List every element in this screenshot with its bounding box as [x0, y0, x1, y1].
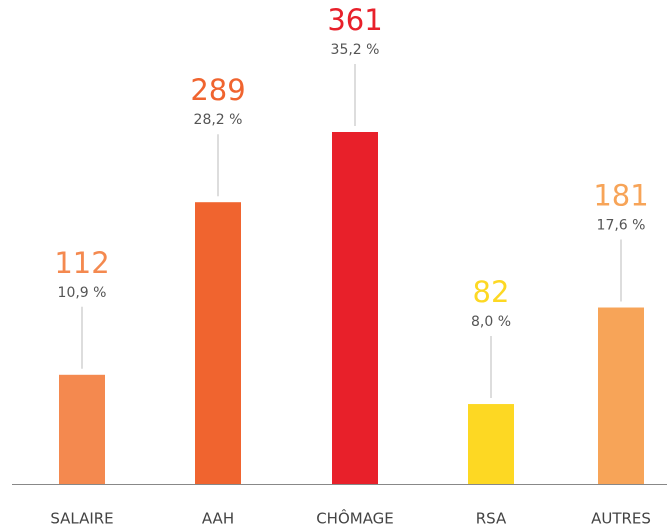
category-label: AUTRES	[591, 510, 651, 528]
value-label: 112	[54, 246, 109, 280]
share-label: 10,9 %	[58, 285, 107, 301]
bar	[195, 202, 241, 484]
bar	[598, 307, 644, 484]
category-label: SALAIRE	[50, 510, 113, 528]
bar	[59, 374, 105, 484]
share-label: 28,2 %	[194, 112, 243, 128]
value-label: 82	[473, 275, 510, 309]
bar	[468, 404, 514, 484]
share-label: 8,0 %	[471, 314, 511, 330]
value-label: 181	[593, 179, 648, 213]
value-label: 289	[190, 73, 245, 107]
bar	[332, 132, 378, 484]
category-label: AAH	[202, 510, 234, 528]
category-label: CHÔMAGE	[316, 509, 394, 528]
value-label: 361	[327, 3, 382, 37]
share-label: 17,6 %	[597, 218, 646, 234]
category-label: RSA	[476, 510, 507, 528]
share-label: 35,2 %	[331, 42, 380, 58]
